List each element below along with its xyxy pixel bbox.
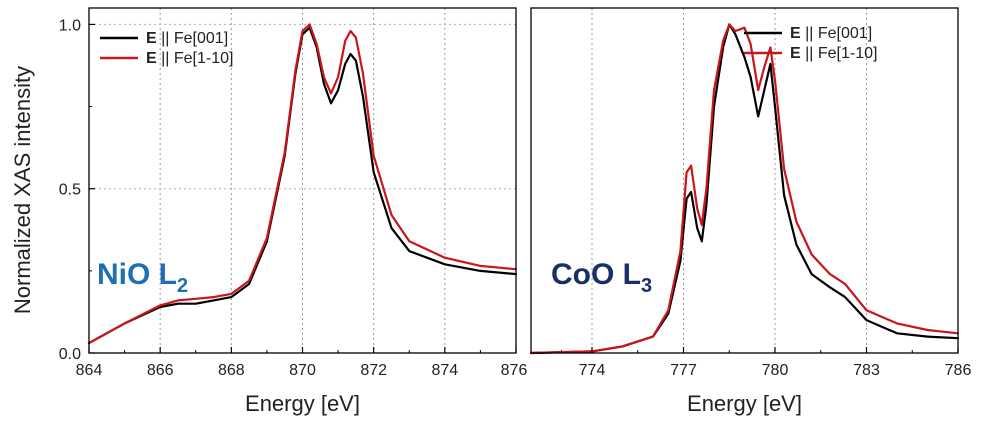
x-tick-label: 874 — [431, 362, 458, 379]
x-tick-label: 870 — [289, 362, 316, 379]
panel-label-subscript: 2 — [177, 275, 188, 297]
x-tick-label: 864 — [76, 362, 103, 379]
y-axis-label: Normalized XAS intensity — [10, 66, 35, 314]
legend-label: E || Fe[001] — [146, 30, 228, 47]
panel-nio-l2: 864 866 868 870 872 874 876 0.0 0.5 1.0 Energy [eV… — [59, 7, 528, 416]
x-tick-label: 868 — [218, 362, 245, 379]
x-tick-label: 876 — [501, 362, 528, 379]
x-tick-label: 774 — [579, 362, 606, 379]
x-tick-label: 783 — [853, 362, 880, 379]
series-line-fe1-10 — [87, 23, 518, 345]
x-tick-label: 780 — [762, 362, 789, 379]
y-tick-label: 1.0 — [59, 17, 81, 34]
panel-label: CoO L3 — [551, 258, 652, 297]
x-tick-label: 872 — [360, 362, 387, 379]
x-tick-label: 777 — [670, 362, 697, 379]
y-tick-label: 0.5 — [59, 182, 81, 199]
legend-label: E || Fe[1-10] — [146, 50, 233, 67]
series-line-fe001 — [529, 23, 960, 355]
legend-label: E || Fe[1-10] — [790, 45, 877, 62]
series-line-fe1-10 — [529, 23, 960, 355]
x-axis-label: Energy [eV] — [687, 391, 802, 416]
panel-coo-l3: 774 777 780 783 786 Energy [eV] CoO L3 E || Fe[… — [529, 7, 972, 416]
panel-label: NiO L2 — [97, 258, 188, 297]
legend-label: E || Fe[001] — [790, 25, 872, 42]
y-tick-label: 0.0 — [59, 346, 81, 363]
panel-label-subscript: 3 — [641, 275, 652, 297]
plot-frame — [530, 7, 959, 354]
x-tick-label: 866 — [147, 362, 174, 379]
x-tick-label: 786 — [945, 362, 972, 379]
x-axis-label: Energy [eV] — [245, 391, 360, 416]
